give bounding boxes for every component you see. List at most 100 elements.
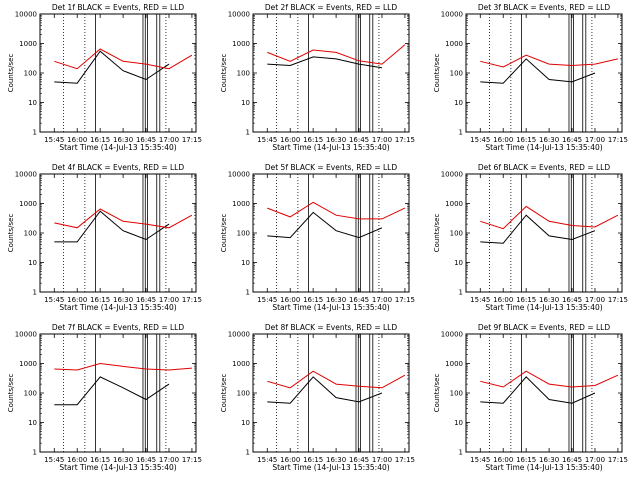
- x-tick-label: 17:15: [395, 456, 415, 464]
- x-tick-label: 15:45: [470, 456, 490, 464]
- y-tick-label: 10: [28, 99, 37, 107]
- x-tick-label: 16:15: [303, 456, 323, 464]
- x-tick-label: 15:45: [44, 296, 64, 304]
- x-tick-label: 16:30: [539, 456, 559, 464]
- x-tick-label: 16:15: [303, 136, 323, 144]
- y-tick-label: 1: [459, 289, 463, 297]
- x-tick-label: 16:30: [326, 296, 346, 304]
- x-axis-label: Start Time (14-Jul-13 15:35:40): [59, 463, 176, 472]
- y-tick-label: 10: [454, 99, 463, 107]
- x-tick-label: 16:15: [90, 136, 110, 144]
- y-axis-label: Counts/sec: [220, 374, 228, 413]
- y-axis-label: Counts/sec: [220, 214, 228, 253]
- y-tick-label: 1000: [232, 360, 250, 368]
- y-tick-label: 1: [246, 289, 250, 297]
- lld-series-line: [480, 370, 619, 388]
- lld-series-line: [480, 54, 619, 68]
- y-tick-label: 1: [246, 129, 250, 137]
- y-tick-label: 10000: [228, 11, 250, 19]
- x-tick-label: 16:00: [280, 296, 300, 304]
- y-tick-label: 1000: [19, 200, 37, 208]
- panel-title: Det 1f BLACK = Events, RED = LLD: [52, 3, 185, 12]
- plot-frame: [465, 173, 623, 293]
- events-series-line: [267, 56, 383, 69]
- x-tick-label: 16:00: [67, 136, 87, 144]
- x-tick-label: 17:00: [585, 456, 605, 464]
- x-tick-label: 16:30: [113, 136, 133, 144]
- x-tick-label: 16:15: [516, 456, 536, 464]
- y-tick-label: 1000: [445, 360, 463, 368]
- lld-series-line: [480, 205, 619, 230]
- x-axis-label: Start Time (14-Jul-13 15:35:40): [272, 143, 389, 152]
- lld-series-line: [267, 44, 406, 65]
- detector-panel: 1 10 100 1000 10000 15:45 16:00 16:15 16:30 16:45…: [7, 3, 202, 152]
- x-tick-label: 16:45: [349, 456, 369, 464]
- y-axis-label: Counts/sec: [433, 374, 441, 413]
- x-axis-label: Start Time (14-Jul-13 15:35:40): [272, 303, 389, 312]
- panel-title: Det 7f BLACK = Events, RED = LLD: [52, 323, 185, 332]
- detector-panel: 1 10 100 1000 10000 15:45 16:00 16:15 16:30 16:45…: [433, 163, 628, 312]
- x-tick-label: 15:45: [44, 456, 64, 464]
- y-tick-label: 10: [454, 259, 463, 267]
- y-tick-label: 1: [459, 129, 463, 137]
- events-series-line: [54, 376, 170, 406]
- panel-title: Det 3f BLACK = Events, RED = LLD: [478, 3, 611, 12]
- panel-title: Det 4f BLACK = Events, RED = LLD: [52, 163, 185, 172]
- lld-series-line: [267, 201, 406, 220]
- y-axis-label: Counts/sec: [7, 214, 15, 253]
- x-tick-label: 16:30: [326, 456, 346, 464]
- x-tick-label: 16:00: [67, 456, 87, 464]
- x-tick-label: 16:45: [136, 136, 156, 144]
- y-tick-label: 100: [450, 230, 463, 238]
- x-tick-label: 16:15: [303, 296, 323, 304]
- x-tick-label: 16:00: [493, 456, 513, 464]
- y-tick-label: 100: [237, 70, 250, 78]
- lld-series-line: [267, 370, 406, 389]
- x-tick-label: 17:15: [182, 456, 202, 464]
- plot-frame: [465, 13, 623, 133]
- y-tick-label: 10000: [228, 171, 250, 179]
- x-tick-label: 16:00: [493, 136, 513, 144]
- x-tick-label: 17:15: [608, 296, 628, 304]
- lld-series-line: [54, 362, 192, 371]
- x-tick-label: 16:00: [280, 136, 300, 144]
- detector-panel: 1 10 100 1000 10000 15:45 16:00 16:15 16:30 16:45…: [220, 3, 415, 152]
- y-tick-label: 1: [459, 449, 463, 457]
- y-tick-label: 10000: [15, 11, 37, 19]
- y-tick-label: 10000: [228, 331, 250, 339]
- x-tick-label: 17:15: [182, 136, 202, 144]
- panel-title: Det 6f BLACK = Events, RED = LLD: [478, 163, 611, 172]
- x-tick-label: 15:45: [257, 296, 277, 304]
- y-tick-label: 1: [33, 289, 37, 297]
- y-tick-label: 100: [450, 390, 463, 398]
- x-tick-label: 16:30: [326, 136, 346, 144]
- x-tick-label: 17:00: [372, 296, 392, 304]
- x-tick-label: 17:00: [159, 136, 179, 144]
- x-axis-label: Start Time (14-Jul-13 15:35:40): [485, 143, 602, 152]
- events-series-line: [267, 376, 383, 404]
- detector-panel: 1 10 100 1000 10000 15:45 16:00 16:15 16:30 16:45…: [220, 323, 415, 472]
- plot-frame: [465, 333, 623, 453]
- events-series-line: [480, 214, 596, 244]
- y-tick-label: 10000: [15, 331, 37, 339]
- x-tick-label: 16:00: [280, 456, 300, 464]
- x-tick-label: 15:45: [257, 136, 277, 144]
- y-tick-label: 10000: [441, 11, 463, 19]
- x-tick-label: 16:45: [562, 296, 582, 304]
- plot-frame: [252, 13, 410, 133]
- x-tick-label: 15:45: [470, 136, 490, 144]
- x-tick-label: 17:00: [159, 456, 179, 464]
- x-tick-label: 15:45: [257, 456, 277, 464]
- x-tick-label: 16:15: [516, 136, 536, 144]
- x-tick-label: 16:30: [539, 296, 559, 304]
- x-tick-label: 17:15: [608, 456, 628, 464]
- plot-frame: [39, 333, 197, 453]
- detector-panel: 1 10 100 1000 10000 15:45 16:00 16:15 16:30 16:45…: [433, 3, 628, 152]
- x-tick-label: 16:45: [562, 136, 582, 144]
- plot-frame: [39, 13, 197, 133]
- y-tick-label: 1: [33, 129, 37, 137]
- panel-title: Det 8f BLACK = Events, RED = LLD: [265, 323, 398, 332]
- y-axis-label: Counts/sec: [7, 374, 15, 413]
- plot-frame: [252, 173, 410, 293]
- y-tick-label: 10000: [441, 331, 463, 339]
